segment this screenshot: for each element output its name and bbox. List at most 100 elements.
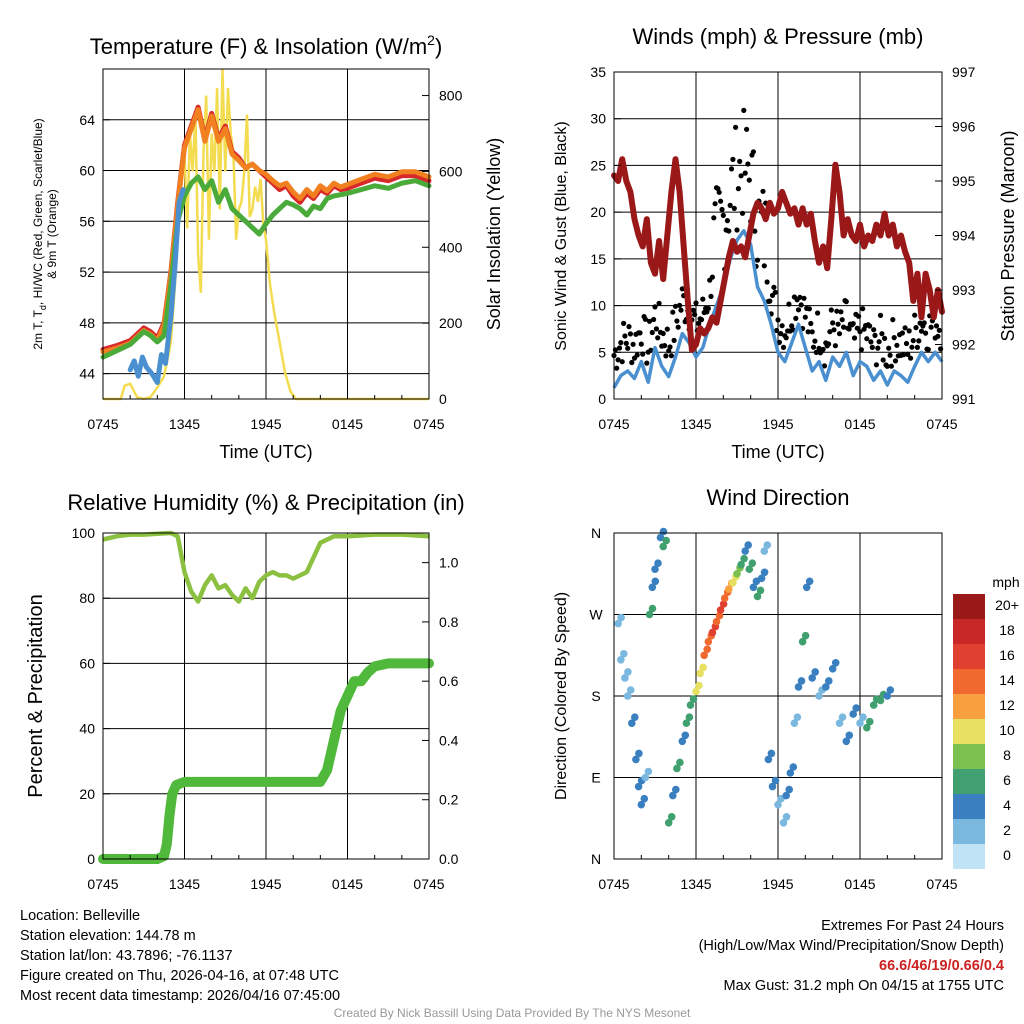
direction-point	[640, 794, 649, 803]
gust-point	[618, 340, 624, 346]
direction-point	[626, 686, 635, 694]
winds-series	[611, 107, 945, 389]
y-tick-label-right: 996	[952, 119, 976, 135]
gust-point	[797, 294, 803, 300]
gust-point	[735, 186, 742, 192]
gust-point	[858, 347, 865, 353]
gust-point	[655, 335, 661, 341]
x-tick-label: 1945	[762, 876, 793, 892]
direction-point	[797, 677, 806, 685]
gust-point	[877, 312, 884, 318]
direction-point	[737, 560, 745, 569]
legend-swatch	[953, 794, 985, 819]
gust-point	[841, 324, 847, 330]
direction-point	[785, 785, 793, 794]
legend-label: 20+	[995, 597, 1019, 613]
direction-point	[876, 696, 885, 705]
gust-point	[741, 107, 747, 113]
direction-point	[822, 683, 830, 691]
gust-point	[908, 355, 914, 361]
gust-point	[776, 339, 783, 345]
gust-point	[754, 257, 761, 263]
gust-point	[615, 357, 621, 363]
y-tick-label: 44	[79, 366, 95, 382]
gust-point	[779, 323, 785, 329]
y-tick-label: 5	[598, 344, 606, 360]
gust-point	[808, 320, 814, 327]
gust-point	[711, 215, 717, 221]
gust-point	[690, 307, 696, 313]
insolation-y-label: Solar Insolation (Yellow)	[484, 138, 504, 330]
y-tick-label: 0	[87, 851, 95, 867]
gust-point	[726, 228, 732, 234]
direction-point	[779, 819, 788, 827]
direction-point	[648, 604, 657, 613]
gust-point	[693, 300, 699, 306]
gust-point	[916, 338, 922, 344]
gust-point	[928, 324, 934, 330]
gust-point	[727, 202, 733, 208]
direction-point	[782, 791, 790, 800]
extremes-info: Extremes For Past 24 Hours (High/Low/Max…	[699, 916, 1004, 996]
gust-point	[850, 321, 856, 327]
gust-point	[813, 349, 819, 355]
gust-point	[671, 337, 677, 343]
x-tick-label: 1345	[169, 416, 200, 432]
direction-point	[645, 610, 654, 619]
precip-y-ticks: 0.0 0.2 0.4 0.6 0.8 1.0	[422, 555, 459, 867]
direction-point	[651, 577, 660, 586]
legend-label: 8	[1003, 747, 1011, 763]
direction-point	[624, 668, 632, 676]
gust-point	[839, 317, 845, 323]
legend-label: 12	[999, 697, 1015, 713]
gust-point	[737, 158, 743, 164]
direction-point	[825, 677, 833, 685]
legend-swatch	[953, 594, 985, 619]
direction-point	[863, 723, 871, 732]
direction-point	[637, 800, 646, 809]
direction-point	[828, 665, 837, 673]
gust-point	[910, 338, 916, 344]
x-tick-label: 1945	[250, 416, 281, 432]
direction-point	[767, 749, 776, 758]
x-tick-label: 0745	[926, 876, 957, 892]
gust-point	[619, 359, 625, 365]
pressure-y-ticks: 991 992 993 994 995 996 997	[935, 64, 976, 407]
gust-point	[700, 296, 706, 302]
gust-point	[810, 344, 817, 350]
direction-y-label: Direction (Colored By Speed)	[553, 592, 570, 800]
gust-point	[832, 343, 839, 349]
direction-point	[856, 719, 864, 727]
direction-points	[614, 527, 895, 827]
gust-point	[827, 329, 833, 335]
direction-point	[771, 776, 780, 785]
gust-point	[918, 328, 925, 334]
x-tick-label: 0745	[87, 416, 118, 432]
y-tick-label-right: 0	[439, 391, 447, 407]
direction-point	[852, 704, 860, 712]
direction-point	[849, 710, 857, 718]
direction-point	[789, 763, 798, 771]
gust-point	[616, 345, 623, 351]
gust-point	[718, 198, 724, 204]
winds-y-ticks: 0 5 10 15 20 25 30 35	[590, 64, 621, 407]
y-tick-label-right: 400	[439, 239, 463, 255]
gust-point	[627, 331, 634, 337]
gust-point	[780, 344, 787, 350]
gust-point	[831, 327, 837, 333]
direction-point	[831, 659, 840, 667]
y-tick-label-right: 800	[439, 88, 463, 104]
gust-point	[860, 306, 866, 312]
direction-point	[689, 695, 698, 703]
direction-point	[678, 737, 687, 746]
direction-point	[725, 585, 733, 593]
gust-point	[913, 325, 919, 331]
y-tick-label: 40	[79, 721, 95, 737]
gust-point	[677, 302, 683, 308]
gust-point	[678, 307, 684, 313]
direction-point	[719, 600, 728, 608]
gust-point	[901, 352, 907, 358]
gust-point	[712, 201, 718, 207]
direction-point	[768, 782, 777, 791]
y-tick-label-right: 600	[439, 163, 463, 179]
